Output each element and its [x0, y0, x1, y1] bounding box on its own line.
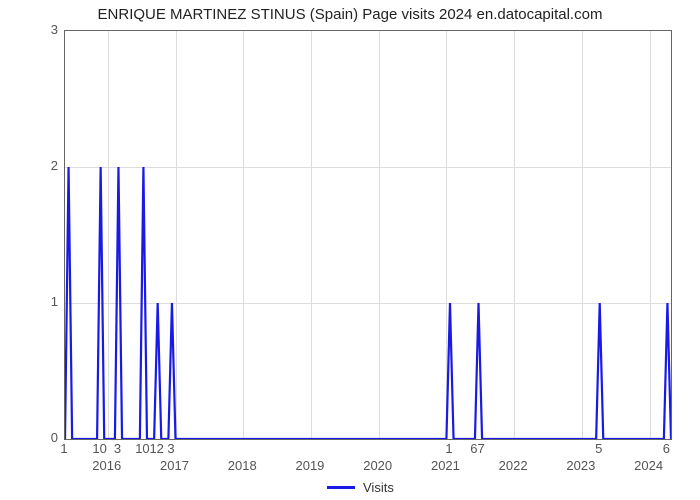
y-tick: 1	[28, 294, 58, 309]
x-value-label: 6	[663, 441, 670, 456]
x-value-label: 10	[135, 441, 149, 456]
y-tick: 3	[28, 22, 58, 37]
x-value-label: 1	[445, 441, 452, 456]
x-year-label: 2018	[228, 458, 257, 473]
visits-line	[65, 167, 671, 439]
x-value-label: 12	[149, 441, 163, 456]
line-svg	[65, 31, 671, 439]
x-year-label: 2022	[499, 458, 528, 473]
x-year-label: 2016	[92, 458, 121, 473]
x-year-label: 2017	[160, 458, 189, 473]
chart-container: ENRIQUE MARTINEZ STINUS (Spain) Page vis…	[0, 0, 700, 500]
x-year-label: 2024	[634, 458, 663, 473]
x-value-label: 3	[114, 441, 121, 456]
plot-area	[64, 30, 672, 440]
legend-label: Visits	[363, 480, 394, 495]
legend-swatch	[327, 486, 355, 489]
legend: Visits	[327, 480, 394, 495]
x-value-label: 5	[595, 441, 602, 456]
x-year-label: 2021	[431, 458, 460, 473]
x-year-label: 2020	[363, 458, 392, 473]
y-tick: 0	[28, 430, 58, 445]
x-value-label: 10	[92, 441, 106, 456]
chart-title: ENRIQUE MARTINEZ STINUS (Spain) Page vis…	[0, 6, 700, 23]
x-value-label: 3	[167, 441, 174, 456]
x-value-label: 1	[60, 441, 67, 456]
x-year-label: 2023	[566, 458, 595, 473]
y-tick: 2	[28, 158, 58, 173]
x-year-label: 2019	[295, 458, 324, 473]
x-value-label: 67	[470, 441, 484, 456]
